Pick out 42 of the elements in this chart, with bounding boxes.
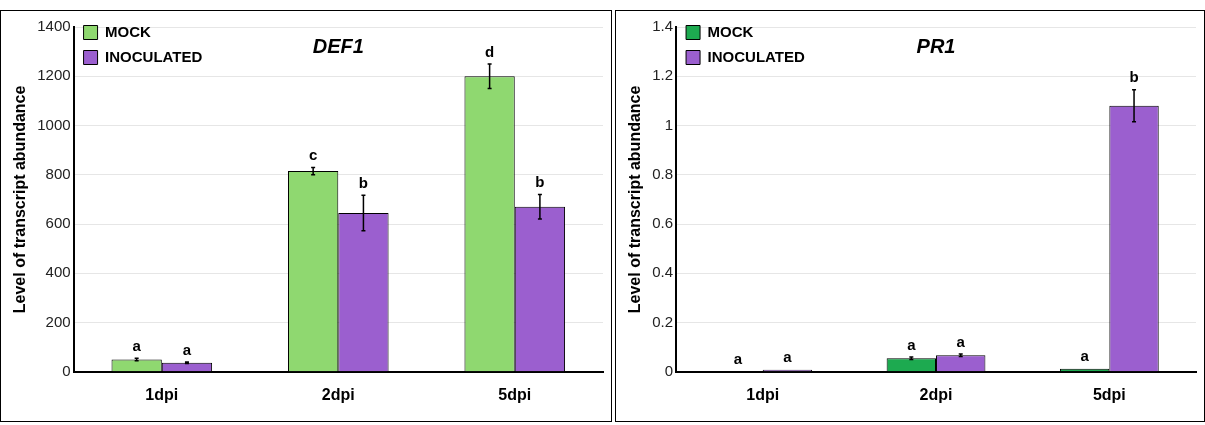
y-tick-label: 1400: [37, 17, 71, 35]
y-tick-label: 1000: [37, 115, 71, 133]
data-label: a: [956, 332, 966, 350]
y-tick-label: 1.4: [652, 17, 674, 35]
data-label: a: [132, 336, 142, 354]
data-label: a: [182, 340, 192, 358]
y-axis-title: Level of transcript abundance: [626, 85, 644, 314]
legend-label: MOCK: [707, 22, 754, 40]
x-tick-label: 2dpi: [919, 385, 953, 403]
x-tick-label: 1dpi: [746, 385, 780, 403]
data-label: a: [783, 348, 793, 366]
y-tick-label: 0.2: [652, 312, 674, 330]
data-label: a: [907, 335, 917, 353]
x-tick-label: 5dpi: [1092, 385, 1126, 403]
data-label: b: [358, 173, 369, 191]
y-tick-label: 0: [664, 361, 674, 379]
legend-label: INOCULATED: [105, 47, 203, 65]
y-tick-label: 0.6: [652, 214, 674, 232]
x-tick-label: 2dpi: [321, 385, 355, 403]
legend-label: INOCULATED: [707, 47, 805, 65]
data-label: c: [308, 146, 318, 164]
y-axis-title: Level of transcript abundance: [11, 85, 29, 314]
y-tick-label: 800: [45, 164, 71, 182]
y-tick-label: 600: [45, 214, 71, 232]
data-label: b: [1129, 68, 1139, 86]
y-tick-label: 400: [45, 263, 71, 281]
y-tick-label: 1200: [37, 66, 71, 84]
x-tick-label: 1dpi: [145, 385, 179, 403]
y-tick-label: 1.2: [652, 66, 674, 84]
data-label: b: [535, 173, 545, 191]
x-tick-label: 5dpi: [498, 385, 532, 403]
chart-title: DEF1: [312, 34, 364, 57]
y-tick-label: 0.8: [652, 164, 674, 182]
y-tick-label: 200: [45, 312, 71, 330]
y-tick-label: 0.4: [652, 263, 674, 281]
chart-title: PR1: [916, 34, 956, 57]
data-label: a: [733, 349, 743, 367]
data-label: d: [485, 42, 495, 60]
legend-label: MOCK: [105, 22, 152, 40]
y-tick-label: 1: [664, 115, 674, 133]
y-tick-label: 0: [62, 361, 71, 379]
data-label: a: [1080, 347, 1090, 365]
